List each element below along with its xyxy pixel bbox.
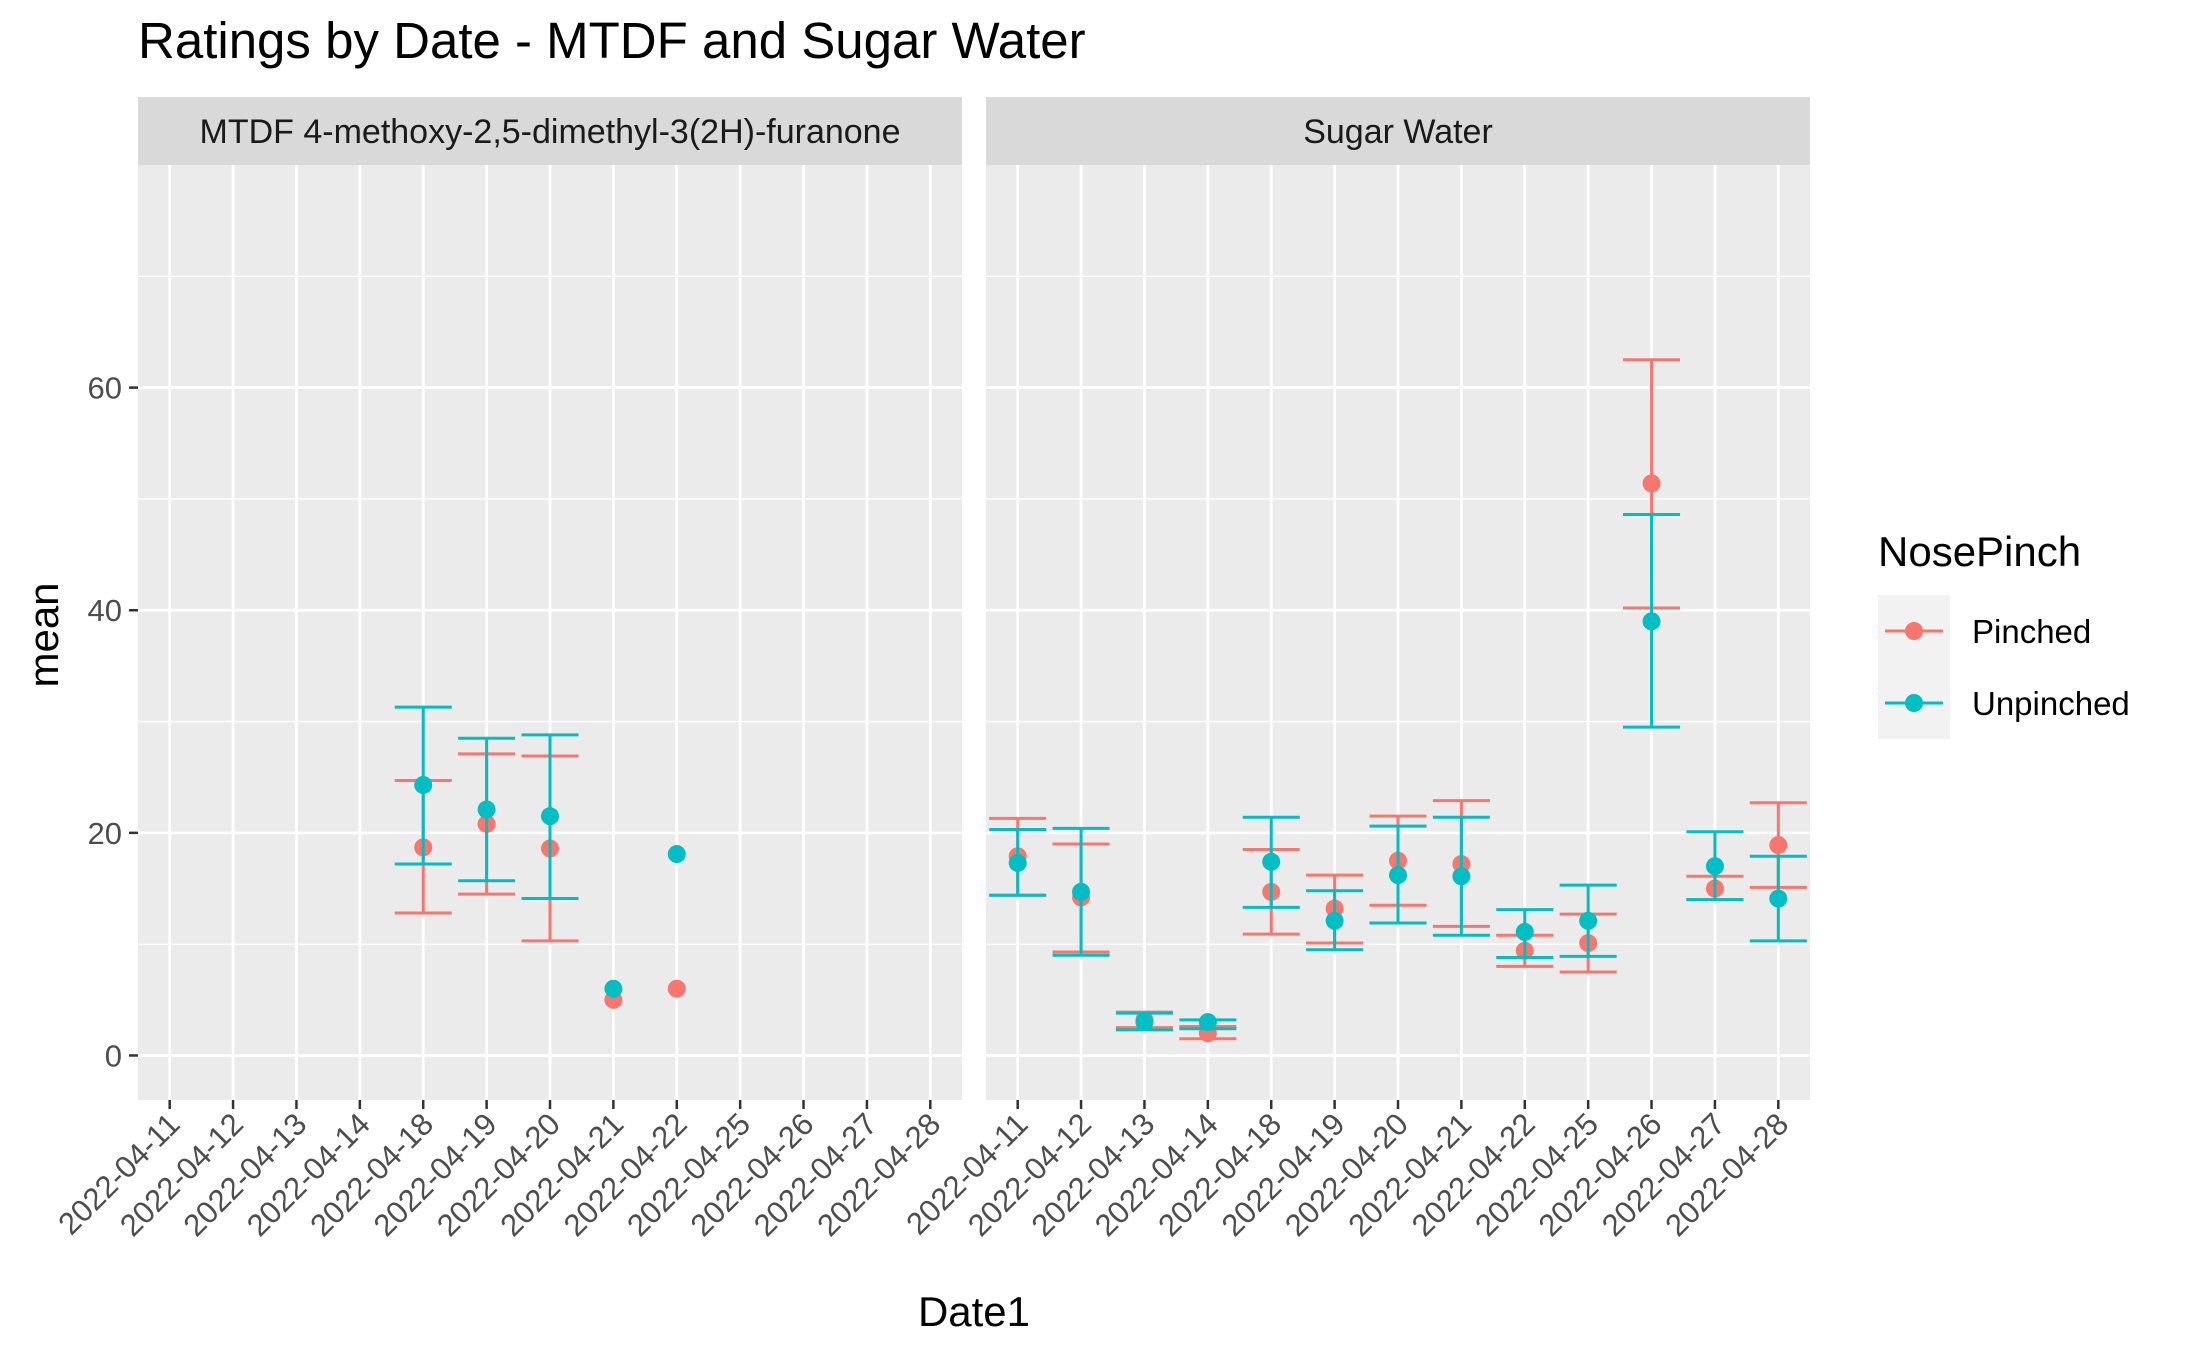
data-point — [1642, 474, 1661, 493]
facet-panel: Sugar Water2022-04-112022-04-122022-04-1… — [899, 97, 1810, 1243]
data-series — [989, 513, 1807, 1032]
legend-marker — [1905, 694, 1923, 712]
facet-strip-label: MTDF 4-methoxy-2,5-dimethyl-3(2H)-furano… — [200, 113, 901, 151]
y-tick-label: 20 — [88, 816, 122, 851]
data-point — [1642, 612, 1661, 631]
data-point — [667, 979, 686, 998]
data-point — [1452, 867, 1471, 886]
data-point — [477, 800, 496, 819]
y-tick-label: 40 — [88, 593, 122, 628]
data-point — [1325, 911, 1344, 930]
chart-title: Ratings by Date - MTDF and Sugar Water — [138, 12, 1086, 69]
y-tick-label: 0 — [105, 1038, 122, 1073]
data-point — [1135, 1013, 1154, 1032]
y-tick-label: 60 — [88, 371, 122, 406]
x-axis-title: Date1 — [918, 1288, 1030, 1335]
data-point — [1705, 857, 1724, 876]
y-axis-title: mean — [20, 582, 67, 687]
data-point — [604, 979, 623, 998]
data-point — [1515, 922, 1534, 941]
data-point — [1769, 889, 1788, 908]
legend-label: Unpinched — [1972, 685, 2130, 722]
data-point — [1389, 866, 1407, 885]
data-point — [541, 807, 559, 826]
facet-panel: MTDF 4-methoxy-2,5-dimethyl-3(2H)-furano… — [51, 97, 962, 1243]
data-series — [394, 705, 686, 998]
legend-title: NosePinch — [1878, 528, 2081, 575]
data-point — [1198, 1013, 1217, 1032]
legend-label: Pinched — [1972, 613, 2091, 650]
facet-strip — [138, 97, 962, 165]
data-point — [1072, 882, 1091, 901]
data-point — [667, 845, 686, 864]
data-point — [1579, 911, 1598, 930]
legend: NosePinch Pinched Unpinched — [1878, 528, 2130, 739]
data-point — [1769, 836, 1788, 855]
legend-marker — [1905, 622, 1923, 640]
data-point — [1008, 853, 1027, 872]
data-point — [414, 775, 433, 794]
facet-strip — [986, 97, 1810, 165]
facet-strip-label: Sugar Water — [1303, 113, 1493, 151]
data-point — [1262, 852, 1281, 871]
